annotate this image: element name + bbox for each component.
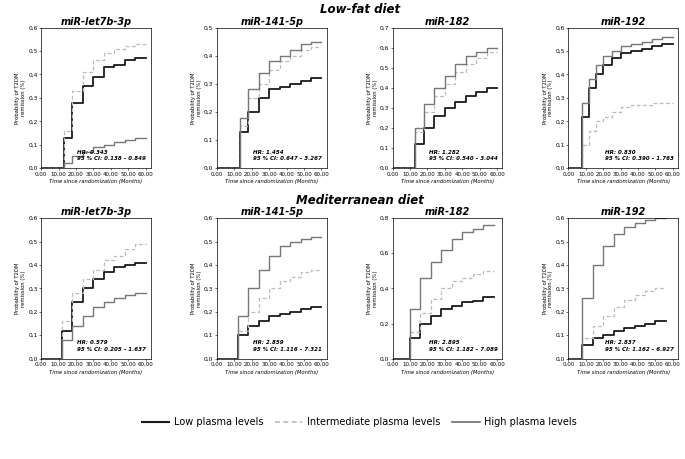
Title: miR-141-5p: miR-141-5p (240, 17, 303, 27)
X-axis label: Time since randomization (Months): Time since randomization (Months) (49, 370, 142, 375)
Y-axis label: Probability of T2DM
remission (%): Probability of T2DM remission (%) (543, 72, 553, 123)
Text: HR: 2.895
95 % CI: 1.182 – 7.089: HR: 2.895 95 % CI: 1.182 – 7.089 (429, 340, 498, 352)
Text: Low-fat diet: Low-fat diet (320, 3, 399, 16)
Text: HR: 0.830
95 % CI: 0.390 – 1.763: HR: 0.830 95 % CI: 0.390 – 1.763 (605, 150, 673, 161)
Y-axis label: Probability of T2DM
remission (%): Probability of T2DM remission (%) (15, 263, 26, 314)
Text: Mediterranean diet: Mediterranean diet (296, 194, 423, 207)
Title: miR-let7b-3p: miR-let7b-3p (60, 17, 132, 27)
Y-axis label: Probability of T2DM
remission (%): Probability of T2DM remission (%) (15, 72, 26, 123)
X-axis label: Time since randomization (Months): Time since randomization (Months) (401, 179, 494, 185)
Text: HR: 2.859
95 % CI: 1.116 – 7.321: HR: 2.859 95 % CI: 1.116 – 7.321 (253, 340, 322, 352)
Text: HR: 0.343
95 % CI: 0.138 – 0.849: HR: 0.343 95 % CI: 0.138 – 0.849 (77, 150, 146, 161)
X-axis label: Time since randomization (Months): Time since randomization (Months) (577, 179, 670, 185)
Title: miR-192: miR-192 (601, 207, 646, 217)
X-axis label: Time since randomization (Months): Time since randomization (Months) (225, 370, 319, 375)
Legend: Low plasma levels, Intermediate plasma levels, High plasma levels: Low plasma levels, Intermediate plasma l… (138, 414, 581, 431)
Y-axis label: Probability of T2DM
remission (%): Probability of T2DM remission (%) (367, 72, 377, 123)
Text: HR: 2.837
95 % CI: 1.162 – 6.927: HR: 2.837 95 % CI: 1.162 – 6.927 (605, 340, 673, 352)
X-axis label: Time since randomization (Months): Time since randomization (Months) (49, 179, 142, 185)
Title: miR-182: miR-182 (425, 207, 470, 217)
X-axis label: Time since randomization (Months): Time since randomization (Months) (401, 370, 494, 375)
Title: miR-182: miR-182 (425, 17, 470, 27)
Y-axis label: Probability of T2DM
remission (%): Probability of T2DM remission (%) (191, 263, 202, 314)
Title: miR-141-5p: miR-141-5p (240, 207, 303, 217)
Text: HR: 0.579
95 % CI: 0.205 – 1.637: HR: 0.579 95 % CI: 0.205 – 1.637 (77, 340, 146, 352)
Text: HR: 1.454
95 % CI: 0.647 – 3.267: HR: 1.454 95 % CI: 0.647 – 3.267 (253, 150, 322, 161)
Y-axis label: Probability of T2DM
remission (%): Probability of T2DM remission (%) (367, 263, 377, 314)
Title: miR-let7b-3p: miR-let7b-3p (60, 207, 132, 217)
Title: miR-192: miR-192 (601, 17, 646, 27)
X-axis label: Time since randomization (Months): Time since randomization (Months) (225, 179, 319, 185)
Y-axis label: Probability of T2DM
remission (%): Probability of T2DM remission (%) (543, 263, 553, 314)
Text: HR: 1.282
95 % CI: 0.540 – 3.044: HR: 1.282 95 % CI: 0.540 – 3.044 (429, 150, 498, 161)
Y-axis label: Probability of T2DM
remission (%): Probability of T2DM remission (%) (191, 72, 202, 123)
X-axis label: Time since randomization (Months): Time since randomization (Months) (577, 370, 670, 375)
